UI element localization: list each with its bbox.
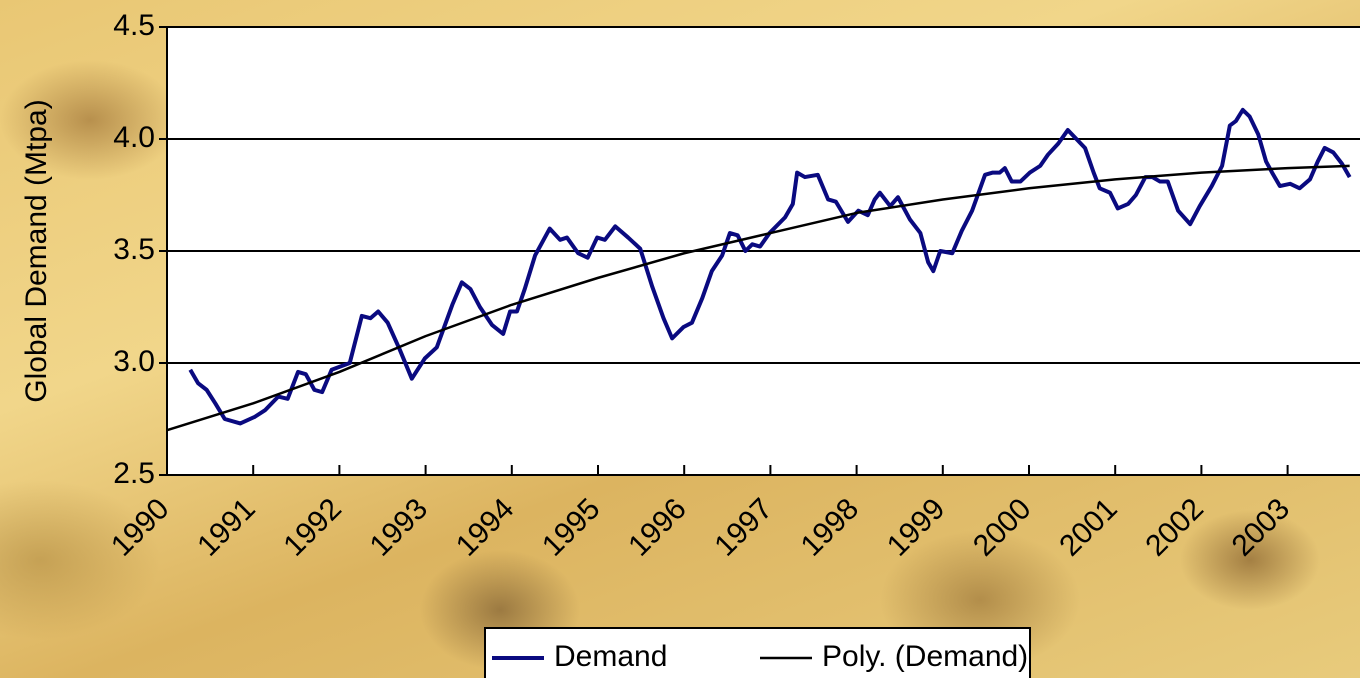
y-tick-label: 4.0 — [113, 121, 155, 154]
series-line — [166, 164, 1350, 432]
series-line — [188, 107, 1352, 426]
x-tick-label: 1990 — [105, 492, 176, 563]
legend: Demand Poly. (Demand) — [484, 627, 1031, 678]
x-tick-label: 2001 — [1053, 492, 1124, 563]
y-tick-label: 3.5 — [113, 233, 155, 266]
x-tick-label: 2000 — [967, 492, 1038, 563]
x-tick-label: 1998 — [795, 492, 866, 563]
x-tick-label: 2002 — [1139, 492, 1210, 563]
y-tick-label: 4.5 — [113, 9, 155, 42]
legend-label: Demand — [554, 640, 667, 673]
x-tick-label: 1995 — [536, 492, 607, 563]
x-tick-label: 1993 — [364, 492, 435, 563]
y-tick-label: 3.0 — [113, 345, 155, 378]
legend-box — [484, 627, 1031, 678]
x-tick-label: 1999 — [881, 492, 952, 563]
x-tick-label: 1992 — [277, 492, 348, 563]
x-tick-label: 1997 — [708, 492, 779, 563]
legend-label: Poly. (Demand) — [822, 640, 1028, 673]
x-tick-label: 2003 — [1226, 492, 1297, 563]
x-tick-label: 1991 — [191, 492, 262, 563]
y-tick-label: 2.5 — [113, 457, 155, 490]
x-tick-label: 1996 — [622, 492, 693, 563]
x-tick-label: 1994 — [450, 492, 521, 563]
y-axis-label: Global Demand (Mtpa) — [20, 99, 53, 402]
